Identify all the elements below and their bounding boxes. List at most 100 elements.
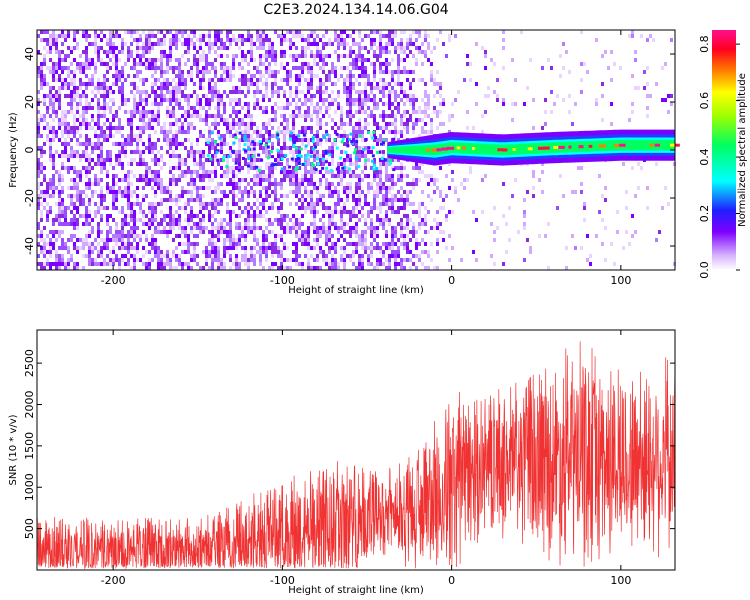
spectrogram-cell <box>298 166 301 170</box>
spectrogram-cell <box>220 182 223 186</box>
spectrogram-cell <box>529 250 532 254</box>
spectrogram-cell <box>148 66 151 70</box>
spectrogram-cell <box>646 186 649 190</box>
spectrogram-cell <box>268 98 271 102</box>
spectrogram-cell <box>385 122 388 126</box>
spectrogram-cell <box>331 258 334 262</box>
spectrogram-cell <box>175 90 178 94</box>
spectrogram-cell <box>424 110 427 114</box>
spectrogram-cell <box>580 246 583 250</box>
spectrogram-cell <box>451 102 454 106</box>
spectrogram-cell <box>199 38 202 42</box>
spectrogram-cell <box>118 158 121 162</box>
spectrogram-cell <box>289 146 292 150</box>
spectrogram-cell <box>85 194 88 198</box>
spectrogram-cell <box>283 226 286 230</box>
spectrogram-cell <box>118 58 121 62</box>
spectrogram-cell <box>206 141 210 145</box>
carrier-hotspot <box>543 146 550 150</box>
spectrogram-cell <box>463 178 466 182</box>
spectrogram-cell <box>265 162 268 166</box>
spectrogram-cell <box>172 174 175 178</box>
spectrogram-cell <box>568 70 571 74</box>
spectrogram-cell <box>292 58 295 62</box>
spectrogram-cell <box>397 250 400 254</box>
spectrogram-cell <box>88 218 91 222</box>
spectrogram-cell <box>133 226 136 230</box>
spectrogram-cell <box>106 86 109 90</box>
spectrogram-cell <box>175 266 178 270</box>
spectrogram-cell <box>406 242 409 246</box>
spectrogram-cell <box>358 218 361 222</box>
spectrogram-cell <box>412 234 415 238</box>
spectrogram-cell <box>70 146 73 150</box>
spectrogram-cell <box>362 147 366 151</box>
spectrogram-cell <box>352 250 355 254</box>
spectrogram-cell <box>643 70 646 74</box>
spectrogram-cell <box>412 126 415 130</box>
spectrogram-cell <box>196 162 199 166</box>
spectrogram-cell <box>79 134 82 138</box>
spectrogram-cell <box>136 86 139 90</box>
spectrogram-cell <box>505 250 508 254</box>
spectrogram-cell <box>169 170 172 174</box>
spectrogram-cell <box>73 166 76 170</box>
spectrogram-cell <box>385 94 388 98</box>
spectrogram-cell <box>439 194 442 198</box>
spectrogram-cell <box>94 30 97 34</box>
spectrogram-cell <box>190 266 193 270</box>
spectrogram-cell <box>142 62 145 66</box>
spectrogram-cell <box>106 218 109 222</box>
spectrogram-cell <box>127 222 130 226</box>
spectrogram-cell <box>406 202 409 206</box>
spectrogram-cell <box>349 174 352 178</box>
spectrogram-cell <box>268 266 271 270</box>
spectrogram-cell <box>292 214 295 218</box>
spectrogram-cell <box>145 38 148 42</box>
spectrogram-cell <box>250 190 253 194</box>
spectrogram-cell <box>256 214 259 218</box>
spectrogram-cell <box>373 226 376 230</box>
colorbar-tick-label: 0.4 <box>698 148 711 166</box>
spectrogram-cell <box>565 246 568 250</box>
spectrogram-cell <box>127 74 130 78</box>
spectrogram-cell <box>319 142 322 146</box>
spectrogram-cell <box>148 134 151 138</box>
spectrogram-cell <box>184 30 187 34</box>
spectrogram-cell <box>394 234 397 238</box>
spectrogram-cell <box>436 210 439 214</box>
spectrogram-cell <box>40 146 43 150</box>
spectrogram-cell <box>302 133 306 137</box>
spectrogram-cell <box>355 246 358 250</box>
spectrogram-cell <box>421 78 424 82</box>
carrier-hotspot <box>441 147 448 151</box>
spectrogram-cell <box>319 230 322 234</box>
spectrogram-cell <box>412 202 415 206</box>
carrier-hotspot <box>568 145 572 149</box>
spectrogram-cell <box>181 74 184 78</box>
spectrogram-cell <box>199 202 202 206</box>
spectrogram-cell <box>348 138 352 142</box>
spectrogram-cell <box>367 82 370 86</box>
spectrogram-cell <box>262 74 265 78</box>
spectrogram-cell <box>661 66 664 70</box>
spectrogram-cell <box>94 38 97 42</box>
spectrogram-cell <box>361 130 364 134</box>
spectrogram-cell <box>424 90 427 94</box>
spectrogram-cell <box>58 198 61 202</box>
spectrogram-cell <box>49 238 52 242</box>
spectrogram-cell <box>421 42 424 46</box>
spectrogram-cell <box>88 166 91 170</box>
spectrogram-cell <box>49 126 52 130</box>
spectrogram-cell <box>181 262 184 266</box>
spectrogram-cell <box>97 114 100 118</box>
spectrogram-cell <box>385 198 388 202</box>
spectrogram-cell <box>100 158 103 162</box>
spectrogram-cell <box>139 138 142 142</box>
spectrogram-cell <box>112 198 115 202</box>
spectrogram-cell <box>667 202 670 206</box>
spectrogram-cell <box>385 58 388 62</box>
spectrogram-cell <box>181 230 184 234</box>
spectrogram-cell <box>157 222 160 226</box>
